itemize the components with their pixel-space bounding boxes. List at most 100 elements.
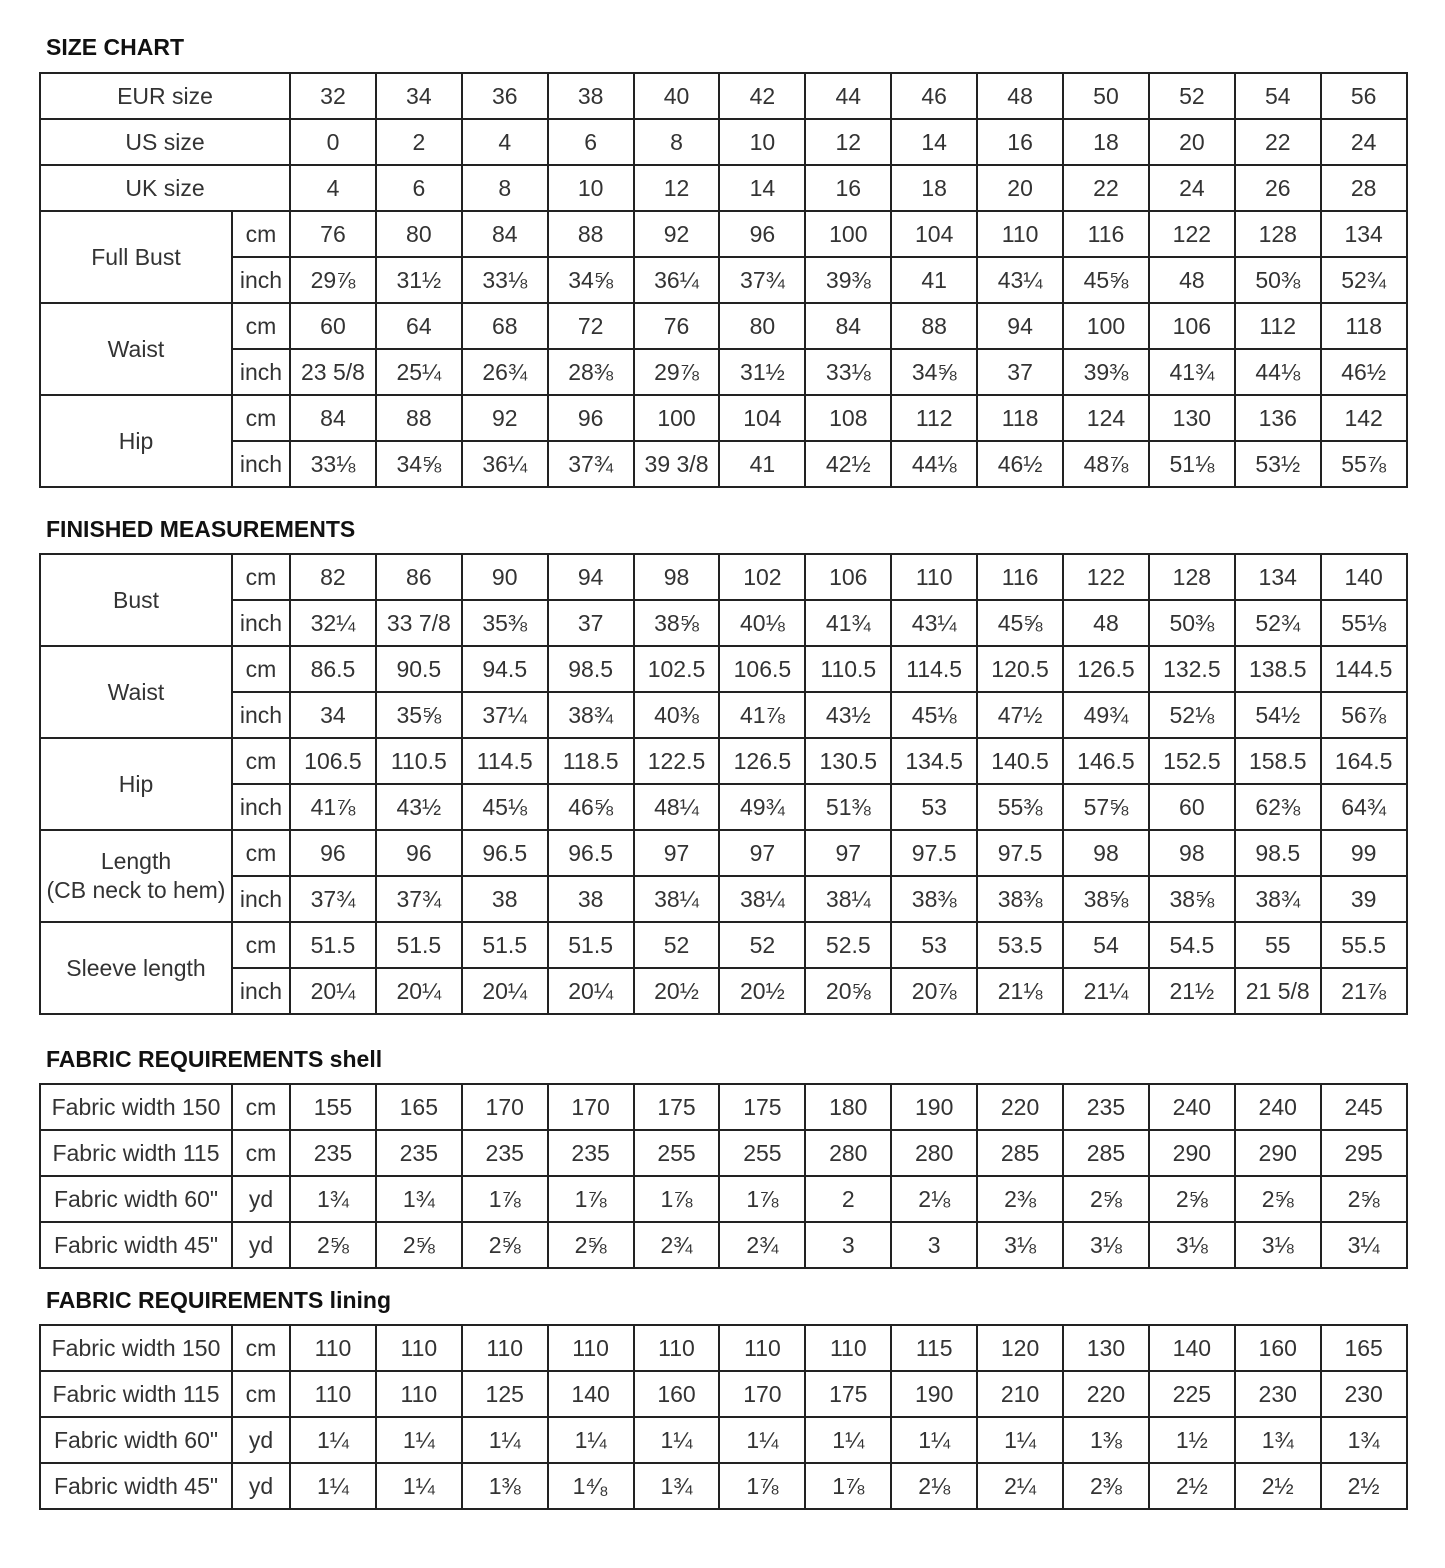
value-cell: 110 — [718, 1324, 807, 1372]
value-cell: 52.5 — [804, 921, 893, 969]
value-cell: 240 — [1233, 1083, 1322, 1131]
value-cell: 16 — [976, 118, 1065, 166]
value-cell: 53½ — [1233, 440, 1322, 488]
value-cell: 128 — [1147, 553, 1236, 601]
value-cell: 110 — [374, 1370, 463, 1418]
row-label: Hip — [39, 737, 233, 831]
table-row: Fabric width 45" yd 2⅝ 2⅝ 2⅝ 2⅝ 2¾ 2¾ 3 3 3⅛ 3⅛ 3⅛ 3⅛… — [39, 1221, 1408, 1269]
table-fabric-requirements-shell: Fabric width 150 cm 155 165 170 170 175 175 180 1… — [39, 1083, 1408, 1269]
value-cell: 38¼ — [804, 875, 893, 923]
value-cell: 110.5 — [374, 737, 463, 785]
value-cell: 245 — [1319, 1083, 1408, 1131]
value-cell: 175 — [718, 1083, 807, 1131]
value-cell: 46 — [890, 72, 979, 120]
value-cell: 86 — [374, 553, 463, 601]
value-cell: 2⅝ — [546, 1221, 635, 1269]
value-cell: 1¾ — [1319, 1416, 1408, 1464]
value-cell: 94 — [546, 553, 635, 601]
row-label-text: Waist — [107, 335, 165, 362]
value-cell: 3 — [804, 1221, 893, 1269]
value-cell: 23 5/8 — [289, 348, 377, 396]
row-label: Sleeve length — [39, 921, 233, 1015]
row-label: EUR size — [38, 72, 292, 120]
row-label: Hip — [39, 394, 233, 488]
value-cell: 47½ — [976, 691, 1065, 739]
value-cell: 82 — [289, 553, 377, 601]
table-row: inch 23 5/8 25¼ 26¾ 28⅜ 29⅞ 31½ 33⅛ 34⅝ 37 39⅜ 41¾ 4… — [40, 348, 1408, 396]
value-cell: 2⅝ — [1319, 1175, 1408, 1223]
value-cell: 114.5 — [460, 737, 549, 785]
value-cell: 45⅝ — [1062, 256, 1150, 304]
value-cell: 1¼ — [289, 1462, 377, 1510]
value-cell: 55 — [1233, 921, 1322, 969]
value-cell: 1¾ — [1233, 1416, 1322, 1464]
value-cell: 41 — [718, 440, 807, 488]
value-cell: 51.5 — [460, 921, 549, 969]
value-cell: 20 — [976, 164, 1065, 212]
table-row: inch 20¼ 20¼ 20¼ 20¼ 20½ 20½ 20⅝ 20⅞ 21⅛ 21¼ 21½ 21 … — [40, 967, 1408, 1015]
value-cell: 64¾ — [1319, 783, 1408, 831]
row-label-text: Fabric width 150 — [51, 1334, 221, 1361]
value-cell: 55.5 — [1319, 921, 1408, 969]
value-cell: 285 — [1062, 1129, 1150, 1177]
value-cell: 46½ — [976, 440, 1065, 488]
value-cell: 68 — [460, 302, 549, 350]
table-row: inch 29⅞ 31½ 33⅛ 34⅝ 36¼ 37¾ 39⅜ 41 43¼ 45⅝ 48 50⅜ 52… — [40, 256, 1408, 304]
unit-cell: yd — [231, 1175, 291, 1223]
value-cell: 2¾ — [632, 1221, 721, 1269]
unit-cell: cm — [231, 829, 291, 877]
value-cell: 2 — [804, 1175, 893, 1223]
value-cell: 54 — [1062, 921, 1150, 969]
value-cell: 37¼ — [460, 691, 549, 739]
value-cell: 38⅜ — [890, 875, 979, 923]
value-cell: 45⅝ — [976, 599, 1065, 647]
value-cell: 1⅞ — [718, 1462, 807, 1510]
value-cell: 84 — [289, 394, 377, 442]
unit-cell: cm — [231, 921, 291, 969]
value-cell: 34⅝ — [890, 348, 979, 396]
value-cell: 52 — [1147, 72, 1236, 120]
value-cell: 146.5 — [1062, 737, 1150, 785]
unit-cell: cm — [231, 645, 291, 693]
value-cell: 76 — [632, 302, 721, 350]
value-cell: 50 — [1062, 72, 1150, 120]
unit-cell: cm — [231, 737, 291, 785]
value-cell: 106.5 — [289, 737, 377, 785]
value-cell: 38¼ — [632, 875, 721, 923]
value-cell: 98 — [1062, 829, 1150, 877]
row-label: Fabric width 150 — [39, 1324, 233, 1372]
value-cell: 280 — [890, 1129, 979, 1177]
value-cell: 96.5 — [460, 829, 549, 877]
value-cell: 175 — [804, 1370, 893, 1418]
value-cell: 110 — [804, 1324, 893, 1372]
unit-cell: inch — [230, 348, 292, 396]
value-cell: 175 — [632, 1083, 721, 1131]
value-cell: 29⅞ — [632, 348, 721, 396]
row-label: Fabric width 60" — [39, 1175, 233, 1223]
table-row: inch 41⅞ 43½ 45⅛ 46⅝ 48¼ 49¾ 51⅜ 53 55⅜ 57⅝ 60 62⅜ 64… — [40, 783, 1408, 831]
value-cell: 122 — [1062, 553, 1150, 601]
value-cell: 43¼ — [890, 599, 979, 647]
table-row: Waist cm 60 64 68 72 76 80 84 88 94 100 106 112 118 — [39, 302, 1408, 396]
value-cell: 290 — [1233, 1129, 1322, 1177]
value-cell: 49¾ — [718, 783, 807, 831]
value-cell: 54½ — [1233, 691, 1322, 739]
table-row: Fabric width 115 cm 110 110 125 140 160 170 175 1… — [39, 1370, 1408, 1418]
value-cell: 140 — [1319, 553, 1408, 601]
value-cell: 255 — [718, 1129, 807, 1177]
value-cell: 40⅜ — [632, 691, 721, 739]
unit-cell: yd — [231, 1221, 291, 1269]
value-cell: 21½ — [1147, 967, 1236, 1015]
value-cell: 38⅜ — [976, 875, 1065, 923]
row-label-text: Fabric width 60" — [53, 1185, 219, 1212]
value-cell: 28 — [1319, 164, 1408, 212]
value-cell: 57⅝ — [1062, 783, 1150, 831]
value-cell: 158.5 — [1233, 737, 1322, 785]
row-label-text: Fabric width 45" — [53, 1231, 219, 1258]
value-cell: 4 — [289, 164, 377, 212]
value-cell: 3⅛ — [976, 1221, 1065, 1269]
value-cell: 24 — [1319, 118, 1408, 166]
row-label-text: Hip — [118, 427, 154, 454]
value-cell: 1¼ — [890, 1416, 979, 1464]
value-cell: 21¼ — [1062, 967, 1150, 1015]
